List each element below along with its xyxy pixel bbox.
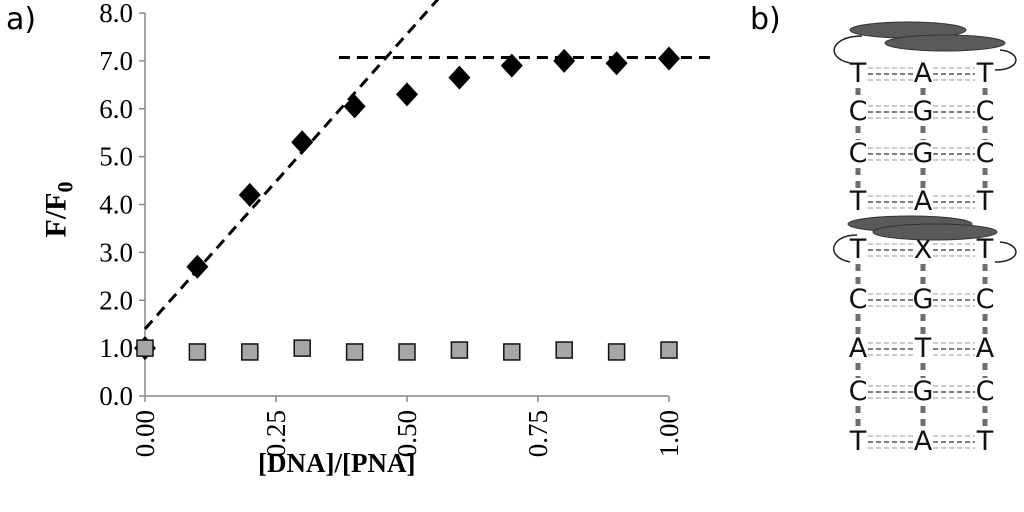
y-tick-label: 7.0: [99, 46, 133, 76]
base-letter: G: [913, 138, 934, 169]
square-point: [398, 343, 416, 361]
linker-loop: [833, 234, 858, 263]
diamond-point: [396, 82, 418, 107]
linker-loop: [994, 49, 1017, 71]
x-tick-label: 0.00: [130, 410, 160, 457]
square-point: [607, 343, 626, 361]
base-letter: G: [913, 284, 934, 315]
base-letter: T: [976, 426, 994, 457]
square-point: [503, 343, 521, 361]
panel-label-a: a): [6, 2, 37, 37]
square-point: [293, 339, 311, 357]
square-point: [450, 341, 469, 359]
square-point: [660, 341, 678, 359]
base-letter: A: [914, 186, 933, 217]
diamond-point: [238, 182, 261, 207]
base-letter: T: [914, 333, 932, 364]
base-letter: T: [849, 234, 867, 265]
square-point: [188, 343, 207, 361]
square-point: [241, 343, 259, 361]
diamond-point: [448, 65, 471, 90]
y-tick-label: 2.0: [99, 285, 133, 315]
base-letter: A: [849, 333, 868, 364]
x-tick-label: 0.50: [392, 410, 422, 457]
x-tick-label: 0.25: [261, 410, 291, 457]
y-tick-label: 4.0: [99, 190, 133, 220]
intercalator-ellipse: [847, 215, 973, 233]
y-axis-title: F/F0: [40, 165, 79, 255]
base-letter: C: [976, 138, 995, 169]
y-tick-label: 0.0: [99, 381, 133, 411]
titration-chart: 0.0 1.0 2.0 3.0 4.0 5.0 6.0 7.0 8.0 0.00 0.25 0.50 0…: [99, 0, 717, 457]
square-point: [345, 343, 364, 361]
y-axis-title-main: F/F: [39, 192, 73, 238]
base-letter: C: [849, 284, 868, 315]
x-axis-title: [DNA]/[PNA]: [258, 448, 416, 478]
base-letter: C: [976, 96, 995, 127]
intercalator-ellipse: [849, 21, 967, 39]
diamond-point: [291, 130, 314, 155]
base-letter: A: [914, 426, 933, 457]
fit-line: [143, 0, 440, 330]
linker-loop: [994, 241, 1017, 263]
y-axis-title-sub: 0: [52, 181, 78, 193]
base-letter: T: [849, 186, 867, 217]
y-tick-label: 3.0: [99, 237, 133, 267]
square-point: [555, 341, 573, 359]
y-tick-label: 6.0: [99, 94, 133, 124]
base-letter: T: [976, 234, 994, 265]
base-letter: C: [849, 96, 868, 127]
diamond-point: [658, 46, 680, 71]
panel-label-b: b): [750, 2, 781, 37]
intercalator-ellipse: [872, 223, 998, 241]
square-point: [136, 339, 154, 357]
y-tick-label: 5.0: [99, 142, 133, 172]
y-tick-label: 1.0: [99, 333, 133, 363]
x-tick-label: 1.00: [654, 410, 684, 457]
base-letter: C: [976, 376, 995, 407]
base-letter: X: [914, 234, 933, 265]
intercalator-ellipse: [884, 34, 1006, 52]
diamond-point: [605, 51, 628, 76]
linker-loop: [833, 35, 863, 64]
diamond-point: [500, 53, 523, 78]
diamond-point: [343, 94, 366, 119]
base-letter: T: [849, 58, 867, 89]
base-letter: C: [849, 376, 868, 407]
x-tick-label: 0.75: [523, 410, 553, 457]
base-letter: G: [913, 376, 934, 407]
base-letter: A: [976, 333, 995, 364]
base-letter: T: [849, 426, 867, 457]
base-letter: T: [976, 58, 994, 89]
diamond-point: [186, 254, 209, 279]
base-letter: C: [849, 138, 868, 169]
base-letter: C: [976, 284, 995, 315]
base-letter: T: [976, 186, 994, 217]
diamond-point: [553, 48, 576, 73]
base-letter: A: [914, 58, 933, 89]
base-letter: G: [913, 96, 934, 127]
y-tick-label: 8.0: [99, 0, 133, 28]
